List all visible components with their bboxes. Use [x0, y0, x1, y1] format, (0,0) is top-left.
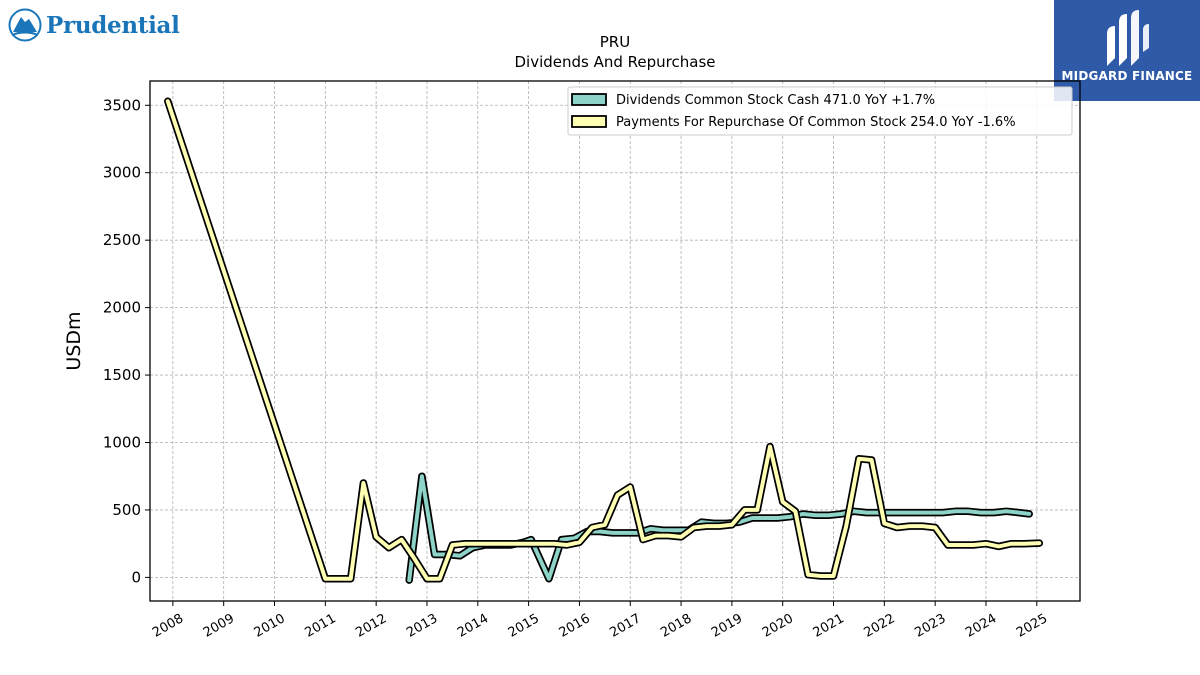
x-tick-label: 2023 — [912, 611, 948, 641]
x-tick-label: 2016 — [557, 611, 593, 641]
x-tick-label: 2009 — [201, 611, 237, 641]
y-tick-label: 1500 — [103, 366, 141, 384]
x-tick-label: 2010 — [252, 611, 288, 641]
series-1-line — [165, 99, 1042, 581]
prudential-brand: Prudential — [8, 8, 180, 42]
x-tick-label: 2017 — [607, 611, 643, 641]
y-tick-label: 3000 — [103, 164, 141, 182]
x-tick-label: 2015 — [506, 611, 542, 641]
series-layer — [164, 97, 1044, 584]
x-tick-label: 2012 — [353, 611, 389, 641]
y-tick-label: 0 — [131, 568, 141, 586]
x-tick-label: 2020 — [760, 611, 796, 641]
y-tick-label: 500 — [112, 501, 141, 519]
y-tick-label: 3500 — [103, 96, 141, 114]
x-tick-label: 2022 — [862, 611, 898, 641]
y-axis-label: USDm — [63, 311, 85, 370]
legend-swatch-0 — [571, 93, 607, 106]
x-tick-label: 2018 — [658, 611, 694, 641]
plot-frame — [149, 80, 1081, 602]
chart-subtitle: Dividends And Repurchase — [514, 53, 715, 71]
badge-text: MIDGARD FINANCE — [1061, 69, 1193, 83]
grid — [150, 81, 1080, 601]
x-tick-label: 2024 — [963, 611, 999, 641]
legend-swatch-1 — [571, 115, 607, 128]
y-tick-label: 1000 — [103, 434, 141, 452]
series-1-outline — [164, 97, 1044, 583]
x-tick-label: 2014 — [455, 611, 491, 641]
chart-title: PRU — [600, 33, 630, 51]
x-tick-label: 2011 — [302, 611, 338, 641]
legend-box — [567, 86, 1073, 136]
x-tick-label: 2013 — [404, 611, 440, 641]
legend-label-1: Payments For Repurchase Of Common Stock … — [616, 115, 1016, 130]
x-tick-label: 2008 — [150, 611, 186, 641]
midgard-finance-badge: MIDGARD FINANCE — [1054, 0, 1200, 101]
prudential-rock-icon — [8, 8, 42, 42]
y-tick-label: 2000 — [103, 299, 141, 317]
x-tick-label: 2019 — [709, 611, 745, 641]
brand-name: Prudential — [46, 11, 180, 39]
x-tick-label: 2025 — [1014, 611, 1050, 641]
ticks: 0 500 1000 1500 2000 2500 3000 3500 2008 2009 2010… — [103, 96, 1050, 640]
legend: Dividends Common Stock Cash 471.0 YoY +1… — [567, 86, 1073, 136]
x-tick-label: 2021 — [811, 611, 847, 641]
legend-label-0: Dividends Common Stock Cash 471.0 YoY +1… — [616, 93, 935, 108]
midgard-finance-logo — [1107, 10, 1149, 66]
y-tick-label: 2500 — [103, 231, 141, 249]
